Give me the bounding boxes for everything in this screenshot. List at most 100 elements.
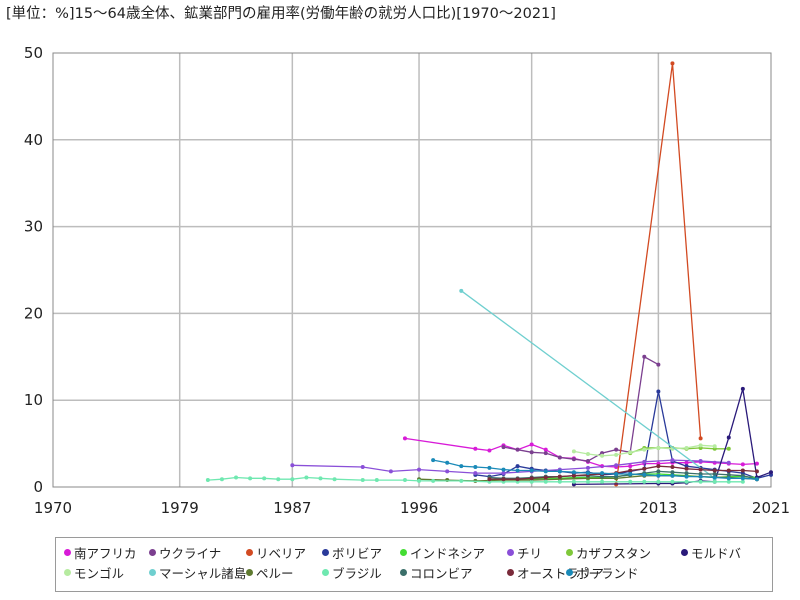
data-point: [459, 464, 464, 469]
legend-label: チリ: [517, 546, 543, 561]
data-point: [726, 460, 731, 465]
data-point: [712, 471, 717, 476]
data-point: [417, 478, 422, 483]
x-tick-label: 1979: [161, 499, 199, 517]
data-point: [585, 479, 590, 484]
legend-item: ペルー: [246, 563, 294, 582]
data-point: [360, 478, 365, 483]
data-point: [487, 465, 492, 470]
data-point: [754, 461, 759, 466]
data-point: [740, 386, 745, 391]
data-point: [684, 479, 689, 484]
data-point: [529, 468, 534, 473]
data-point: [529, 442, 534, 447]
legend-marker: [681, 549, 688, 556]
data-point: [585, 465, 590, 470]
legend-label: コロンビア: [410, 566, 473, 581]
series-line: [489, 470, 758, 480]
legend-marker: [149, 569, 156, 576]
data-point: [684, 445, 689, 450]
data-point: [684, 471, 689, 476]
data-point: [234, 475, 239, 480]
data-point: [656, 479, 661, 484]
legend-marker: [64, 549, 71, 556]
data-point: [614, 447, 619, 452]
data-point: [628, 471, 633, 476]
data-point: [445, 460, 450, 465]
data-point: [642, 447, 647, 452]
data-point: [487, 477, 492, 482]
data-point: [698, 474, 703, 479]
data-point: [614, 471, 619, 476]
legend-item: 南アフリカ: [64, 543, 137, 562]
data-point: [726, 479, 731, 484]
data-point: [656, 445, 661, 450]
data-point: [642, 472, 647, 477]
data-point: [698, 436, 703, 441]
data-point: [726, 435, 731, 440]
data-point: [726, 468, 731, 473]
series-line: [489, 465, 757, 480]
legend-label: ボリビア: [332, 546, 383, 561]
x-tick-label: 1970: [34, 499, 72, 517]
legend-marker: [246, 549, 253, 556]
data-point: [698, 479, 703, 484]
data-point: [684, 474, 689, 479]
series-line: [460, 290, 716, 479]
data-point: [515, 447, 520, 452]
legend-marker: [566, 549, 573, 556]
legend-marker: [246, 569, 253, 576]
data-point: [670, 458, 675, 463]
x-tick-label: 1996: [400, 499, 438, 517]
y-tick-label: 0: [33, 478, 43, 496]
data-point: [684, 460, 689, 465]
data-point: [473, 465, 478, 470]
y-tick-label: 10: [24, 391, 43, 409]
data-point: [290, 477, 295, 482]
legend-item: コロンビア: [400, 563, 473, 582]
legend-label: ブラジル: [332, 566, 382, 581]
data-point: [529, 476, 534, 481]
series-1: [501, 354, 661, 463]
data-point: [642, 354, 647, 359]
legend-label: ウクライナ: [159, 546, 222, 561]
x-tick-label: 2004: [513, 499, 551, 517]
data-point: [543, 469, 548, 474]
x-tick-label: 2021: [752, 499, 790, 517]
data-point: [487, 448, 492, 453]
data-point: [571, 473, 576, 478]
data-point: [600, 453, 605, 458]
data-point: [614, 452, 619, 457]
data-point: [374, 478, 379, 483]
legend-marker: [400, 549, 407, 556]
data-point: [642, 479, 647, 484]
data-point: [529, 479, 534, 484]
data-point: [388, 469, 393, 474]
series-14: [431, 458, 759, 482]
y-tick-label: 40: [24, 131, 43, 149]
legend-label: カザフスタン: [576, 546, 652, 561]
legend-label: リベリア: [256, 546, 307, 561]
data-point: [740, 479, 745, 484]
data-point: [543, 447, 548, 452]
data-point: [628, 464, 633, 469]
data-point: [262, 476, 267, 481]
data-point: [501, 477, 506, 482]
data-point: [698, 443, 703, 448]
data-point: [318, 476, 323, 481]
data-point: [726, 446, 731, 451]
legend-label: インドネシア: [410, 546, 486, 561]
legend: 南アフリカ ウクライナ リベリア ボリビア インドネシア チリ カザフスタン モルドバ モンゴル…: [55, 537, 773, 592]
data-point: [529, 450, 534, 455]
data-point: [304, 475, 309, 480]
x-tick-label: 2013: [639, 499, 677, 517]
plot-area: [52, 52, 772, 488]
data-point: [248, 476, 253, 481]
data-point: [585, 471, 590, 476]
data-point: [740, 462, 745, 467]
data-point: [585, 452, 590, 457]
series-line: [432, 459, 757, 480]
data-point: [642, 459, 647, 464]
legend-marker: [322, 549, 329, 556]
data-point: [614, 463, 619, 468]
